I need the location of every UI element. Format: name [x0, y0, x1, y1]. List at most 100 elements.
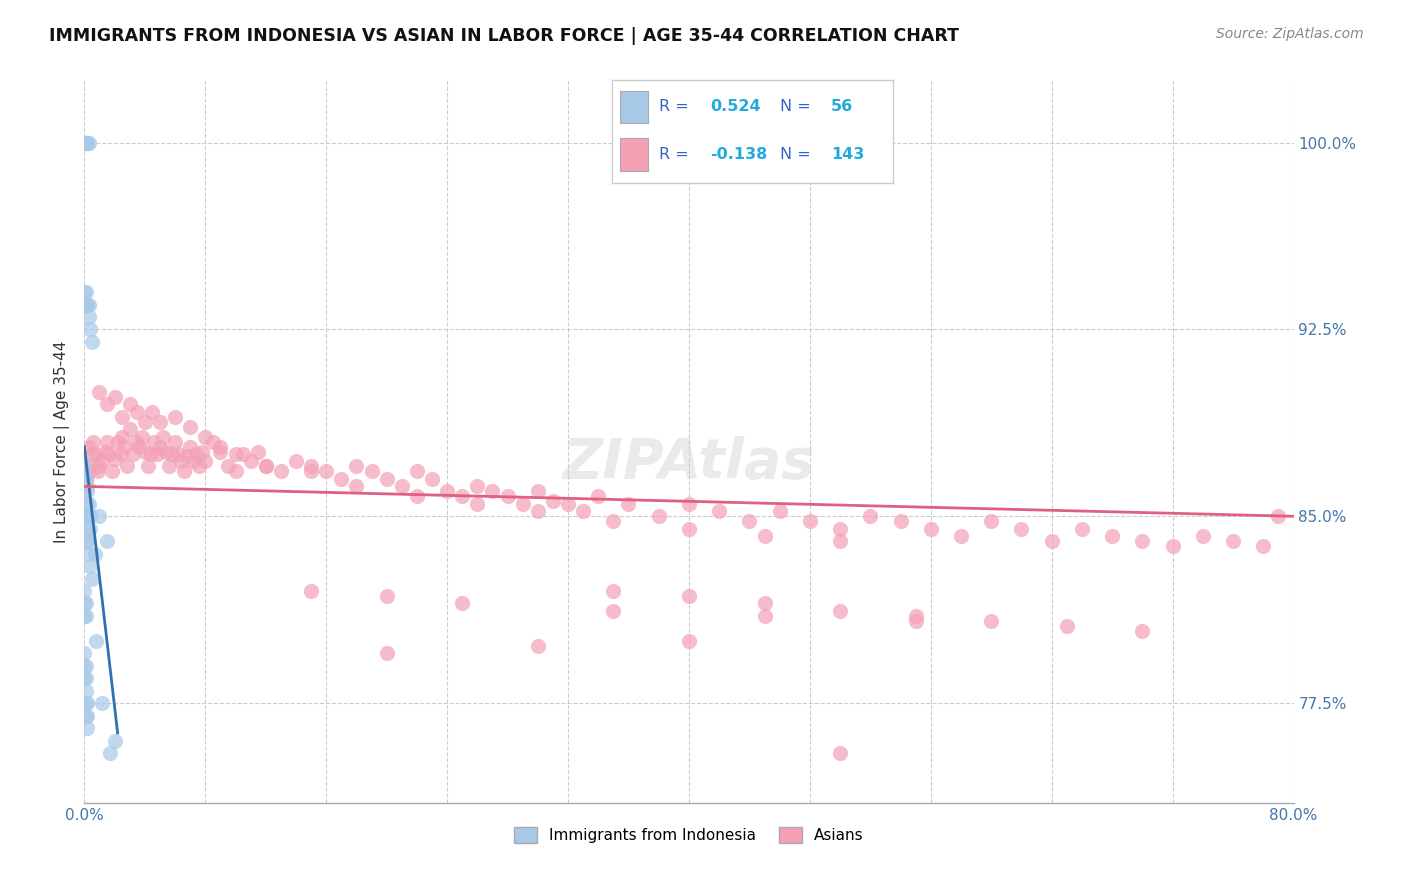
Point [165, 434, 187, 449]
Point [73, 671, 96, 685]
Point [75, 136, 97, 150]
Point [299, 584, 322, 599]
Point [648, 509, 671, 524]
Point [1267, 509, 1289, 524]
Point [173, 465, 195, 479]
Point [201, 434, 224, 449]
Point [73, 136, 96, 150]
Point [131, 429, 153, 443]
Point [375, 589, 398, 603]
Point [285, 454, 308, 468]
Point [75, 136, 97, 150]
Point [188, 459, 211, 474]
Point [104, 390, 127, 404]
Point [77, 547, 100, 561]
Point [799, 514, 821, 528]
Point [73, 484, 96, 499]
Point [86, 447, 108, 461]
Point [75, 696, 97, 710]
Point [73, 509, 96, 524]
Point [75, 522, 97, 536]
Point [678, 522, 700, 536]
Point [247, 444, 270, 458]
Point [346, 459, 368, 474]
Point [91, 696, 114, 710]
Point [950, 529, 973, 543]
Point [980, 614, 1002, 628]
Point [96, 434, 118, 449]
Point [467, 497, 489, 511]
Point [76, 497, 98, 511]
Legend: Immigrants from Indonesia, Asians: Immigrants from Indonesia, Asians [508, 822, 870, 849]
Point [80, 572, 103, 586]
Point [859, 509, 882, 524]
Point [186, 447, 208, 461]
Point [76, 534, 98, 549]
Point [678, 633, 700, 648]
Point [209, 440, 232, 454]
Point [79, 509, 101, 524]
Point [73, 646, 96, 660]
Point [588, 489, 610, 503]
Point [890, 514, 912, 528]
Point [904, 609, 927, 624]
Text: N =: N = [780, 99, 817, 114]
Point [830, 604, 852, 618]
Point [467, 479, 489, 493]
Point [179, 419, 201, 434]
Point [75, 671, 97, 685]
Point [496, 489, 519, 503]
Point [830, 746, 852, 760]
Point [209, 444, 232, 458]
Point [73, 597, 96, 611]
Text: N =: N = [780, 146, 817, 161]
Point [77, 497, 100, 511]
Text: 56: 56 [831, 99, 853, 114]
Point [149, 415, 172, 429]
Point [1130, 534, 1153, 549]
Point [73, 472, 96, 486]
Point [239, 454, 262, 468]
Point [678, 589, 700, 603]
Point [76, 721, 98, 735]
Point [75, 708, 97, 723]
Point [617, 497, 640, 511]
Point [118, 397, 141, 411]
Text: 143: 143 [831, 146, 865, 161]
Point [134, 415, 156, 429]
FancyBboxPatch shape [620, 137, 648, 170]
Point [73, 658, 96, 673]
Point [134, 444, 156, 458]
Point [77, 136, 100, 150]
Point [904, 614, 927, 628]
Point [769, 504, 792, 518]
Point [451, 489, 474, 503]
Point [98, 746, 121, 760]
Point [91, 454, 114, 468]
Point [299, 459, 322, 474]
Point [149, 440, 172, 454]
Point [80, 334, 103, 349]
Point [87, 465, 110, 479]
Point [1101, 529, 1123, 543]
Y-axis label: In Labor Force | Age 35-44: In Labor Force | Age 35-44 [55, 341, 70, 542]
Point [76, 696, 98, 710]
Point [512, 497, 534, 511]
Point [104, 452, 127, 467]
Point [830, 522, 852, 536]
Point [100, 465, 122, 479]
Point [79, 522, 101, 536]
Text: ZIPAtlas: ZIPAtlas [562, 436, 815, 491]
Point [75, 285, 97, 299]
Point [217, 459, 239, 474]
Point [75, 683, 97, 698]
Point [346, 479, 368, 493]
Point [181, 454, 204, 468]
Point [980, 514, 1002, 528]
Point [76, 484, 98, 499]
Point [73, 136, 96, 150]
Point [142, 434, 165, 449]
Point [602, 604, 624, 618]
Point [76, 534, 98, 549]
Point [1011, 522, 1033, 536]
